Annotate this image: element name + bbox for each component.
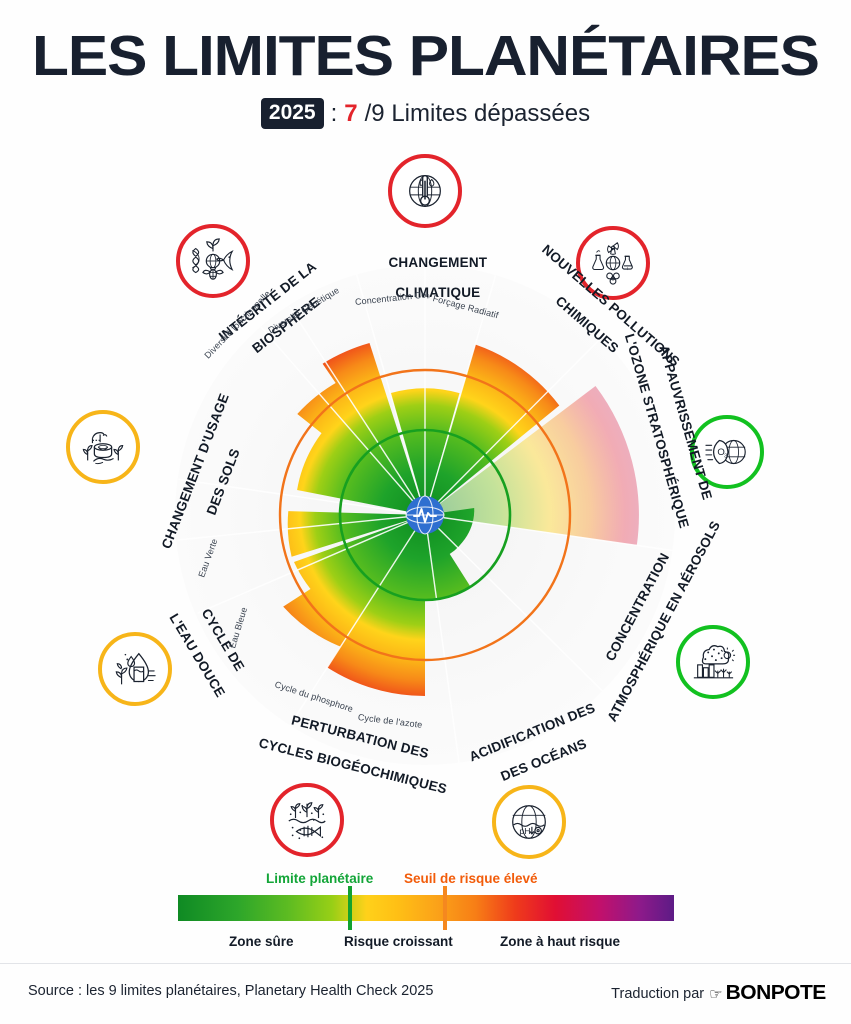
badge-cycles-biogeochimiques[interactable]	[270, 783, 344, 857]
label-changement-climatique: CHANGEMENT CLIMATIQUE	[331, 240, 521, 315]
wedge-diversite-genetique	[322, 343, 425, 515]
svg-text:3: 3	[724, 453, 727, 459]
algae-fish-icon	[288, 802, 326, 840]
globe-pulse-icon	[405, 495, 445, 535]
wedge-diversite-fonctionnelle	[297, 381, 425, 515]
water-drop-icon	[115, 652, 156, 685]
legend-top-labels: Limite planétaire Seuil de risque élevé	[0, 862, 851, 886]
wedge-group	[283, 343, 639, 696]
wedge-cycle-azote	[327, 515, 425, 696]
page-title: LES LIMITES PLANÉTAIRES	[32, 24, 820, 88]
subtitle-rest: /9 Limites dépassées	[364, 99, 591, 127]
badge-concentration-aerosols[interactable]	[676, 625, 750, 699]
svg-text:pH: pH	[519, 826, 530, 836]
badge-acidification-oceans[interactable]: pH	[492, 785, 566, 859]
svg-text:⌇: ⌇	[626, 266, 628, 271]
badge-changement-climatique[interactable]	[388, 154, 462, 228]
smog-factory-icon	[693, 645, 736, 679]
badge-changement-usage-sols[interactable]	[66, 410, 140, 484]
svg-text:O: O	[717, 447, 724, 458]
credit-text: Traduction par	[611, 985, 705, 1002]
footer-divider	[0, 963, 851, 964]
pointing-hand-icon: ☞	[709, 985, 723, 1003]
badge-cycle-eau-douce[interactable]	[98, 632, 172, 706]
footer: Source : les 9 limites planétaires, Plan…	[0, 963, 851, 1024]
exceeded-count: 7	[344, 99, 358, 127]
wedge-eau-bleue	[294, 515, 425, 602]
legend-seuil-risque: Seuil de risque élevé	[404, 871, 538, 886]
legend-tick-limite	[348, 886, 352, 930]
deforestation-icon	[82, 432, 124, 465]
legend-risque-croissant: Risque croissant	[344, 934, 453, 949]
credit-block: Traduction par ☞ BONPOTE	[611, 982, 826, 1005]
wedge-forcage-radiatif	[425, 344, 560, 515]
label-climat-line2: CLIMATIQUE	[395, 285, 481, 300]
ozone-shield-icon: O 3	[705, 439, 746, 465]
legend-zone-haut-risque: Zone à haut risque	[500, 934, 621, 949]
wedge-eau-verte	[287, 511, 425, 557]
legend: Limite planétaire Seuil de risque élevé …	[0, 862, 851, 957]
label-climat-line1: CHANGEMENT	[388, 255, 488, 270]
risk-gradient-bar	[178, 895, 674, 921]
planetary-boundaries-wheel	[175, 265, 675, 765]
legend-zone-sure: Zone sûre	[229, 934, 294, 949]
chemical-hazard-icon: ⌇	[592, 242, 633, 285]
source-text: Source : les 9 limites planétaires, Plan…	[28, 983, 434, 999]
bonpote-logo: BONPOTE	[725, 982, 826, 1004]
header: LES LIMITES PLANÉTAIRES 2025 : 7/9 Limit…	[0, 26, 851, 129]
radial-chart: ⌇ O 3	[0, 140, 851, 859]
subtitle: 2025 : 7/9 Limites dépassées	[0, 98, 851, 129]
biodiversity-icon	[192, 238, 234, 280]
legend-bottom-labels: Zone sûre Risque croissant Zone à haut r…	[0, 932, 851, 954]
badge-appauvrissement-ozone[interactable]: O 3	[690, 415, 764, 489]
badge-nouvelles-pollutions-chimiques[interactable]: ⌇	[576, 226, 650, 300]
sector-dividers	[177, 265, 673, 763]
thermometer-globe-icon	[409, 174, 441, 207]
subtitle-colon: :	[330, 99, 338, 127]
limite-planetaire-ring	[338, 428, 512, 602]
seuil-risque-ring	[278, 368, 572, 662]
badge-integrite-biosphere[interactable]	[176, 224, 250, 298]
wedge-nouvelles-pollutions-chimiques	[425, 386, 639, 546]
legend-tick-seuil	[443, 886, 447, 930]
label-sols-line2: DES SOLS	[203, 446, 243, 518]
year-badge: 2025	[260, 98, 324, 129]
ocean-ph-icon: pH	[512, 805, 546, 839]
legend-limite-planetaire: Limite planétaire	[266, 871, 374, 886]
wedge-acidification-oceans	[425, 515, 471, 601]
